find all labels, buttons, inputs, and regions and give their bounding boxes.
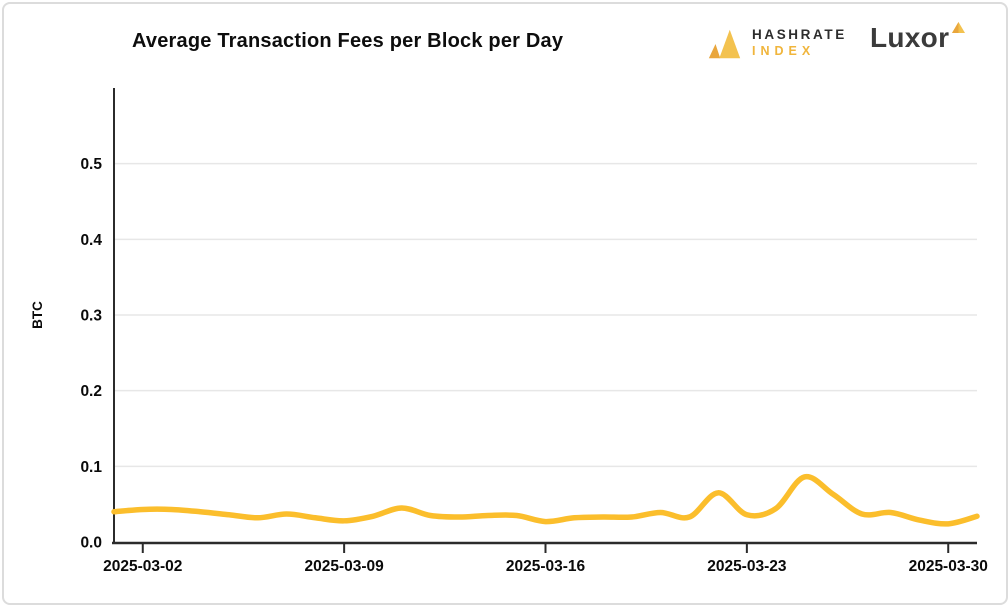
y-tick-label: 0.5 <box>80 156 102 173</box>
luxor-logo: Luxor <box>870 22 966 53</box>
y-tick-label: 0.4 <box>80 232 102 249</box>
y-tick-label: 0.1 <box>80 459 102 476</box>
index-wordmark: INDEX <box>752 43 816 58</box>
x-tick-label: 2025-03-16 <box>506 558 586 575</box>
x-tick-label: 2025-03-30 <box>909 558 988 575</box>
x-tick-label: 2025-03-02 <box>103 558 182 575</box>
x-tick-label: 2025-03-23 <box>707 558 787 575</box>
y-tick-label: 0.3 <box>80 308 102 325</box>
y-tick-label: 0.0 <box>80 535 102 552</box>
y-tick-label: 0.2 <box>80 383 102 400</box>
luxor-triangle-icon <box>952 22 966 33</box>
x-tick-label: 2025-03-09 <box>304 558 384 575</box>
hashrate-mark-icon <box>708 29 741 59</box>
gridlines <box>114 162 977 468</box>
axis-labels: 2025-03-02 2025-03-09 2025-03-16 2025-03-23… <box>30 156 988 575</box>
hashrate-wordmark: HASHRATE <box>752 26 847 42</box>
hashrate-index-logo: HASHRATE INDEX <box>706 24 847 62</box>
chart-title: Average Transaction Fees per Block per D… <box>132 30 564 52</box>
fees-line <box>111 473 980 527</box>
line-chart-canvas: 2025-03-02 2025-03-09 2025-03-16 2025-03-23… <box>30 88 988 575</box>
fees-line-path <box>111 473 980 527</box>
axes <box>112 88 977 553</box>
luxor-wordmark: Luxor <box>870 22 950 53</box>
y-axis-title: BTC <box>30 301 45 329</box>
